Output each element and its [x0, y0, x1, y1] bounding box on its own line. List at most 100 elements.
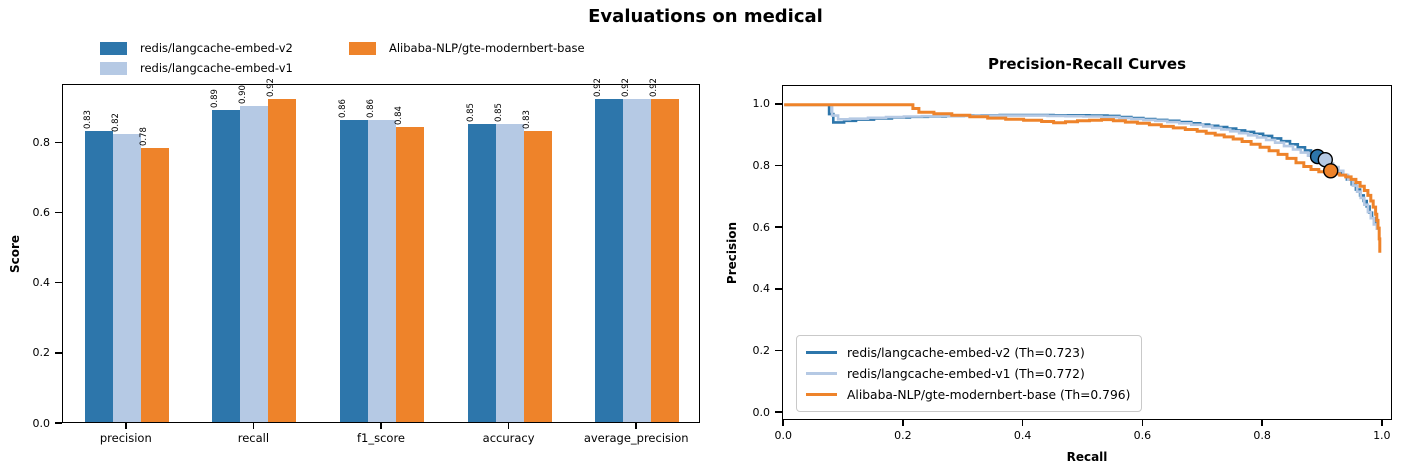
- y-tick: [775, 349, 782, 352]
- x-tick: [1141, 420, 1144, 426]
- bar-average_precision-gte: [651, 99, 680, 422]
- y-tick: [775, 226, 782, 228]
- x-tick: [507, 423, 510, 429]
- pr-curve-v1: [784, 103, 1379, 230]
- bar-value-label: 0.82: [110, 113, 121, 133]
- pr-chart-title: Precision-Recall Curves: [987, 55, 1187, 73]
- bar-f1_score-gte: [396, 127, 424, 422]
- y-tick-label: 0.2: [32, 346, 51, 360]
- pr-legend-line-v1: [806, 372, 837, 375]
- bar-average_precision-v2: [595, 99, 624, 422]
- bar-plot-area: [62, 84, 700, 423]
- y-tick-label: 0.4: [752, 282, 771, 296]
- pr-legend: redis/langcache-embed-v2 (Th=0.723) redi…: [796, 335, 1143, 412]
- bar-f1_score-v2: [340, 120, 368, 422]
- x-tick: [1261, 420, 1263, 426]
- bar-value-label: 0.92: [266, 78, 277, 98]
- x-tick-label: recall: [237, 431, 270, 445]
- bar-value-label: 0.92: [593, 78, 604, 98]
- bar-value-label: 0.86: [366, 99, 376, 119]
- pr-legend-entry-v2: redis/langcache-embed-v2 (Th=0.723): [806, 342, 1130, 363]
- bar-value-label: 0.90: [238, 85, 249, 105]
- pr-legend-line-gte: [806, 393, 837, 396]
- pr-legend-label-v2: redis/langcache-embed-v2 (Th=0.723): [847, 345, 1085, 360]
- y-tick: [55, 352, 62, 354]
- y-tick: [775, 411, 782, 413]
- y-tick: [55, 211, 62, 214]
- bar-value-label: 0.92: [649, 78, 660, 98]
- pr-legend-entry-v1: redis/langcache-embed-v1 (Th=0.772): [806, 363, 1130, 384]
- pr-chart-xlabel: Recall: [1066, 450, 1108, 464]
- pr-legend-entry-gte: Alibaba-NLP/gte-modernbert-base (Th=0.79…: [806, 384, 1130, 405]
- x-tick: [380, 423, 382, 429]
- x-tick: [635, 423, 637, 429]
- legend-entry-v2: redis/langcache-embed-v2: [100, 41, 293, 55]
- x-tick: [782, 420, 784, 426]
- pr-curve-v2: [784, 103, 1379, 229]
- pr-chart-ylabel: Precision: [725, 221, 739, 284]
- x-tick-label: 0.2: [894, 429, 912, 442]
- pr-legend-label-gte: Alibaba-NLP/gte-modernbert-base (Th=0.79…: [847, 387, 1131, 402]
- y-tick: [55, 281, 62, 284]
- y-tick: [775, 164, 782, 167]
- x-tick-label: precision: [99, 431, 152, 445]
- y-tick: [55, 422, 62, 424]
- x-tick: [125, 423, 127, 429]
- y-tick-label: 1.0: [752, 97, 771, 111]
- bar-f1_score-v1: [368, 120, 396, 422]
- bar-value-label: 0.85: [465, 102, 476, 122]
- x-tick: [1021, 420, 1024, 426]
- x-tick-label: average_precision: [583, 431, 689, 445]
- pr-legend-label-v1: redis/langcache-embed-v1 (Th=0.772): [847, 366, 1085, 381]
- pr-curve-gte: [784, 103, 1382, 253]
- y-tick-label: 0.4: [32, 276, 51, 290]
- bar-value-label: 0.86: [338, 99, 348, 119]
- x-tick: [902, 420, 904, 426]
- legend-swatch-v1: [100, 61, 127, 75]
- x-tick: [1381, 420, 1383, 426]
- x-tick-label: accuracy: [482, 431, 535, 445]
- bar-average_precision-v1: [623, 99, 652, 422]
- y-tick-label: 0.2: [752, 343, 771, 357]
- x-tick: [252, 423, 255, 429]
- x-tick-label: f1_score: [356, 431, 406, 445]
- bar-value-label: 0.89: [210, 88, 221, 108]
- bar-recall-v1: [240, 106, 269, 422]
- bar-accuracy-v2: [467, 123, 496, 422]
- y-tick-label: 0.6: [752, 220, 771, 234]
- legend-label-v2: redis/langcache-embed-v2: [140, 41, 293, 55]
- legend-swatch-gte: [349, 41, 376, 55]
- bar-precision-v2: [84, 130, 113, 422]
- bar-chart: Score 0.0 0.2 0.4 0.6 0.8 precision recall f1_s…: [8, 78, 700, 445]
- y-tick: [775, 288, 782, 290]
- bar-value-label: 0.83: [521, 109, 532, 129]
- x-tick-label: 0.4: [1013, 429, 1032, 442]
- x-tick-label: 0.0: [774, 429, 792, 442]
- bar-accuracy-v1: [495, 123, 524, 422]
- pr-plot-area: redis/langcache-embed-v2 (Th=0.723) redi…: [782, 85, 1392, 420]
- bar-precision-gte: [140, 148, 169, 422]
- pr-curves-svg: [784, 103, 1382, 253]
- x-tick-label: 0.6: [1133, 429, 1152, 442]
- y-tick: [55, 141, 62, 143]
- y-tick-label: 0.6: [32, 205, 51, 219]
- x-tick-label: 1.0: [1373, 429, 1391, 442]
- bar-recall-gte: [268, 99, 297, 422]
- x-tick-label: 0.8: [1253, 429, 1271, 442]
- bar-value-label: 0.78: [138, 127, 149, 147]
- y-tick-label: 0.0: [32, 416, 51, 430]
- bar-recall-v2: [212, 109, 241, 422]
- bar-value-label: 0.85: [493, 102, 504, 122]
- threshold-marker-gte: [1323, 163, 1339, 179]
- y-tick: [775, 103, 782, 105]
- bar-accuracy-gte: [523, 130, 552, 422]
- legend-label-gte: Alibaba-NLP/gte-modernbert-base: [389, 41, 585, 55]
- figure-title: Evaluations on medical: [588, 6, 823, 27]
- legend-entry-v1: redis/langcache-embed-v1: [100, 61, 293, 75]
- legend-label-v1: redis/langcache-embed-v1: [140, 61, 293, 75]
- legend-entry-gte: Alibaba-NLP/gte-modernbert-base: [349, 41, 585, 55]
- y-tick-label: 0.8: [752, 158, 771, 172]
- bar-value-label: 0.83: [82, 109, 93, 129]
- bar-value-label: 0.84: [394, 106, 404, 126]
